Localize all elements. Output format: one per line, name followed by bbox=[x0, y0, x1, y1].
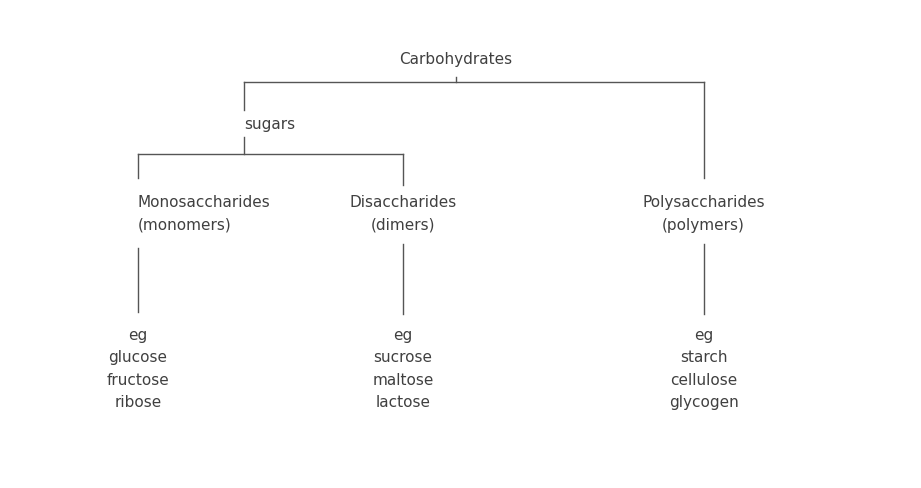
Text: Disaccharides
(dimers): Disaccharides (dimers) bbox=[349, 195, 457, 232]
Text: eg
glucose
fructose
ribose: eg glucose fructose ribose bbox=[107, 327, 169, 409]
Text: Monosaccharides
(monomers): Monosaccharides (monomers) bbox=[138, 195, 271, 232]
Text: eg
starch
cellulose
glycogen: eg starch cellulose glycogen bbox=[669, 327, 739, 409]
Text: Polysaccharides
(polymers): Polysaccharides (polymers) bbox=[642, 195, 765, 232]
Text: sugars: sugars bbox=[244, 117, 295, 132]
Text: Carbohydrates: Carbohydrates bbox=[400, 51, 513, 66]
Text: eg
sucrose
maltose
lactose: eg sucrose maltose lactose bbox=[372, 327, 434, 409]
